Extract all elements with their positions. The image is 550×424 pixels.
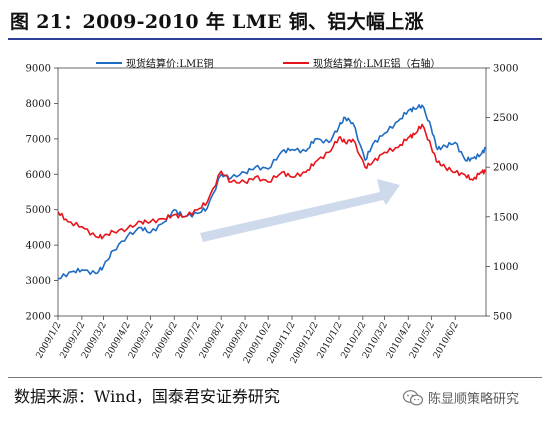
y-left-tick-label: 2000 [26, 312, 51, 323]
y-right-tick-label: 2500 [493, 113, 518, 124]
watermark: 陈显顺策略研究 [402, 388, 519, 407]
series [57, 104, 487, 280]
page-title: 图 21：2009-2010 年 LME 铜、铝大幅上涨 [10, 11, 424, 33]
chart: 现货结算价:LME铜 现货结算价:LME铝（右轴） 2000 3000 4000 50… [26, 57, 519, 366]
title-rule [8, 38, 542, 40]
legend-label-aluminum: 现货结算价:LME铝（右轴） [313, 57, 441, 70]
trend-arrow [200, 179, 400, 242]
axes: 2000 3000 4000 5000 6000 7000 8000 9000 500 1000 1… [26, 64, 519, 366]
y-left-tick-label: 9000 [26, 64, 51, 75]
legend-label-copper: 现货结算价:LME铜 [126, 57, 214, 70]
y-right-tick-label: 3000 [493, 64, 518, 75]
y-left-tick-label: 6000 [26, 170, 51, 181]
y-right-tick-label: 1500 [493, 212, 518, 223]
watermark-text: 陈显顺策略研究 [428, 392, 520, 407]
copper-series-line [57, 104, 487, 280]
source-note: 数据来源：Wind，国泰君安证券研究 [14, 387, 280, 406]
plot-area [57, 67, 487, 317]
y-right-tick-label: 2000 [493, 163, 518, 174]
y-left-tick-label: 3000 [26, 276, 51, 287]
y-left-tick-label: 5000 [26, 205, 51, 216]
aluminum-series-line [57, 123, 487, 240]
wechat-icon [402, 389, 424, 405]
y-left-tick-label: 7000 [26, 134, 51, 145]
legend: 现货结算价:LME铜 现货结算价:LME铝（右轴） [96, 57, 441, 70]
y-left-tick-label: 8000 [26, 99, 51, 110]
y-right-tick-label: 1000 [493, 262, 518, 273]
y-right-tick-label: 500 [493, 312, 512, 323]
y-left-tick-label: 4000 [26, 241, 51, 252]
footer-rule [8, 377, 542, 378]
